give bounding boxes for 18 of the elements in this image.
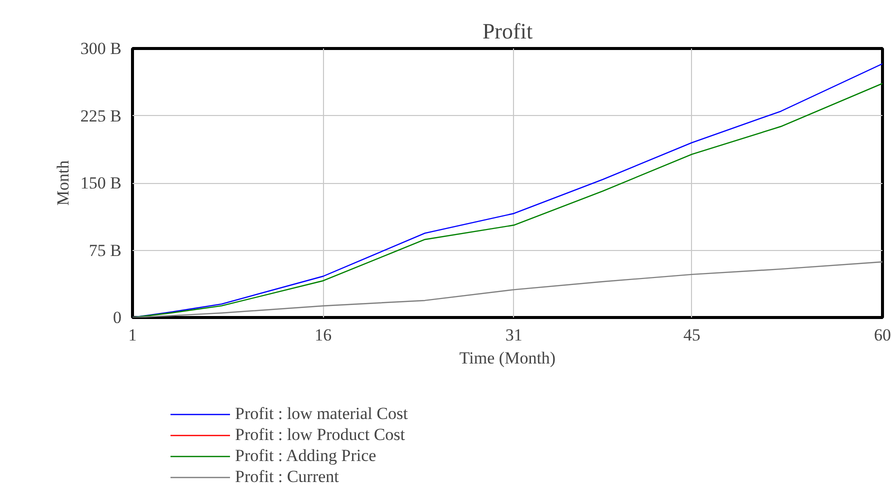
y-axis-title: Month bbox=[53, 160, 72, 206]
legend-label: Profit : low Product Cost bbox=[235, 425, 406, 445]
legend-label: Profit : Current bbox=[235, 467, 339, 487]
x-tick-label: 16 bbox=[314, 326, 332, 344]
x-axis-title: Time (Month) bbox=[459, 348, 556, 368]
chart-title: Profit bbox=[482, 18, 533, 44]
line-series bbox=[132, 261, 882, 318]
y-tick-label: 300 B bbox=[80, 39, 122, 58]
x-tick-label: 60 bbox=[874, 326, 891, 344]
y-tick-label: 225 B bbox=[80, 106, 122, 126]
x-tick-label: 1 bbox=[128, 326, 137, 344]
legend-label: Profit : low material Cost bbox=[235, 404, 408, 424]
legend-label: Profit : Adding Price bbox=[235, 446, 376, 466]
y-tick-label: 0 bbox=[113, 308, 122, 327]
y-tick-label: 75 B bbox=[88, 240, 122, 260]
y-tick-label: 150 B bbox=[80, 174, 122, 192]
x-tick-label: 31 bbox=[505, 326, 522, 344]
x-tick-label: 45 bbox=[683, 326, 700, 344]
